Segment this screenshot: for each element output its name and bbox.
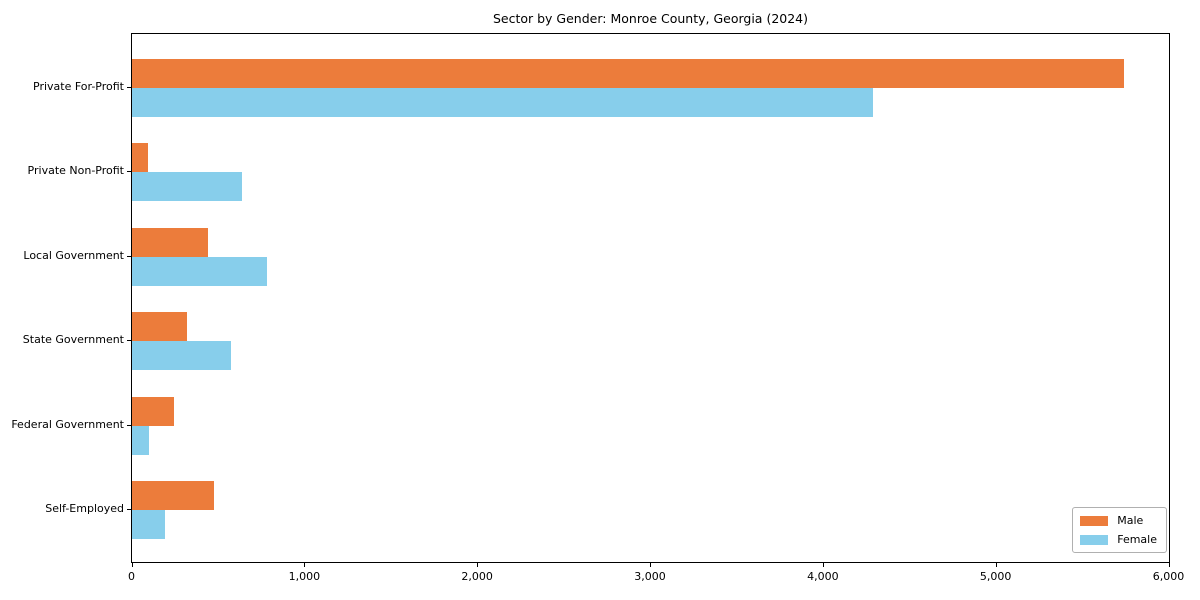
x-tick-mark-0	[131, 563, 133, 567]
x-tick-mark-1	[304, 563, 306, 567]
y-tick-mark-1	[127, 171, 131, 173]
bar-male-2	[132, 227, 209, 257]
y-tick-mark-0	[127, 87, 131, 88]
x-tick-mark-3	[650, 563, 651, 567]
x-tick-label-6: 6,000	[1152, 570, 1185, 583]
x-tick-label-2: 2,000	[461, 570, 493, 583]
y-axis-label-4: Federal Government	[11, 417, 124, 431]
bar-male-4	[132, 396, 175, 426]
x-tick-mark-2	[477, 563, 479, 567]
legend-label-female: Female	[1117, 533, 1157, 546]
x-tick-mark-4	[822, 563, 824, 567]
bar-male-3	[132, 312, 188, 342]
x-tick-mark-5	[995, 563, 997, 567]
legend-item-female: Female	[1080, 533, 1157, 546]
legend-swatch-male	[1080, 515, 1109, 526]
bar-female-1	[132, 172, 242, 202]
y-tick-mark-4	[127, 424, 131, 426]
y-tick-mark-5	[127, 509, 131, 510]
bar-female-0	[132, 88, 873, 117]
bar-male-1	[132, 143, 148, 173]
legend: Male Female	[1072, 507, 1167, 553]
y-axis-label-0: Private For-Profit	[33, 80, 124, 93]
x-tick-label-5: 5,000	[979, 570, 1012, 583]
x-tick-mark-6	[1168, 563, 1170, 567]
y-axis-label-3: State Government	[22, 333, 124, 347]
x-tick-label-1: 1,000	[288, 570, 321, 583]
bar-female-5	[132, 510, 165, 539]
y-axis-label-1: Private Non-Profit	[27, 164, 124, 178]
bar-female-2	[132, 256, 267, 286]
x-tick-label-3: 3,000	[634, 570, 666, 583]
bar-female-4	[132, 425, 150, 455]
plot-area: Male Female	[131, 33, 1170, 563]
bar-male-0	[132, 59, 1125, 88]
y-axis-label-2: Local Government	[23, 248, 124, 262]
chart-title: Sector by Gender: Monroe County, Georgia…	[492, 11, 809, 26]
y-tick-mark-2	[127, 255, 131, 257]
bar-female-3	[132, 341, 231, 371]
legend-swatch-female	[1080, 534, 1109, 545]
y-tick-mark-3	[127, 340, 131, 342]
legend-item-male: Male	[1080, 514, 1157, 527]
x-tick-label-4: 4,000	[807, 570, 839, 583]
bar-male-5	[132, 481, 215, 510]
y-axis-label-5: Self-Employed	[45, 502, 124, 515]
x-tick-label-0: 0	[128, 570, 135, 583]
legend-label-male: Male	[1117, 514, 1144, 527]
